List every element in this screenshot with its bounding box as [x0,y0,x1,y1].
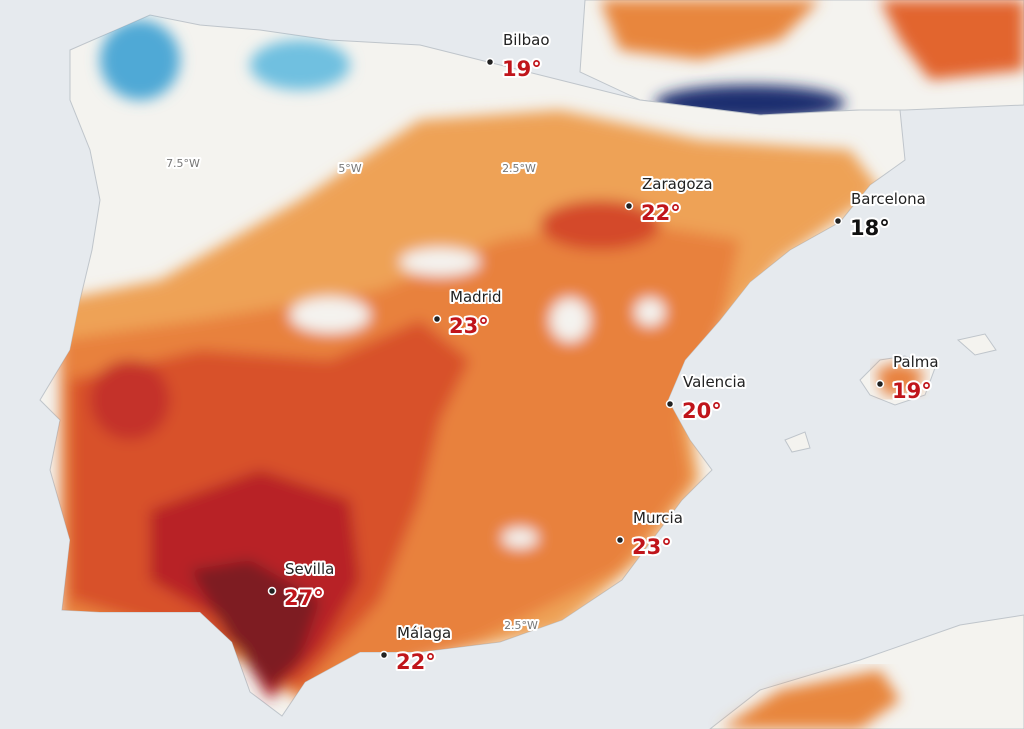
city-dot [267,586,277,596]
city-temp: 22° [641,201,681,225]
island-ibiza [784,431,811,453]
france-heat [600,0,1024,121]
city-dot [432,314,442,324]
graticule-label: 5°W [338,162,361,175]
city-name: Murcia [633,509,683,527]
city-dot [624,201,634,211]
city-dot [833,216,843,226]
city-temp: 23° [449,314,489,338]
city-dot [665,399,675,409]
city-name: Bilbao [503,31,550,49]
africa-heat [720,670,900,729]
city-name: Sevilla [285,560,334,578]
city-temp: 23° [632,535,672,559]
city-name: Valencia [683,373,746,391]
city-dot [875,379,885,389]
city-temp: 19° [892,379,932,403]
city-dot [615,535,625,545]
city-name: Málaga [397,624,451,642]
island-heat [875,362,925,396]
labels: 7.5°W 5°W 2.5°W 2.5°W Bilbao 19° Zaragoza 22° Ba… [164,29,940,676]
city-name: Palma [893,353,939,371]
city-name: Madrid [450,288,502,306]
city-temp: 19° [502,57,542,81]
city-name: Zaragoza [642,175,713,193]
city-temp: 22° [396,650,436,674]
city-temp: 18° [850,216,890,240]
island-menorca [956,333,997,356]
city-dot [379,650,389,660]
graticule-label: 2.5°W [504,619,538,632]
city-temp: 20° [682,399,722,423]
city-name: Barcelona [851,190,926,208]
city-temp: 27° [284,586,324,610]
graticule-label: 7.5°W [166,157,200,170]
graticule-label: 2.5°W [502,162,536,175]
heat-field [60,20,880,700]
city-dot [485,57,495,67]
